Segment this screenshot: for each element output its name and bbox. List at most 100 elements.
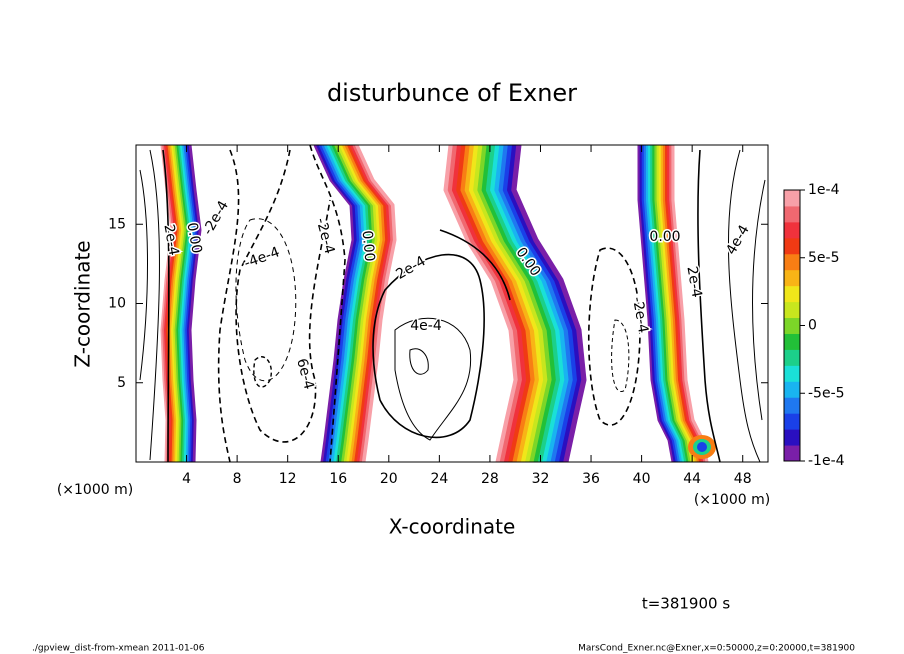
x-unit-right: (×1000 m): [694, 492, 770, 508]
contour-line: [139, 169, 148, 381]
shading-band: [324, 145, 366, 462]
colorbar-swatch: [784, 333, 800, 350]
shading-band: [342, 145, 384, 462]
shading-band: [451, 145, 528, 462]
colorbar-swatch: [784, 349, 800, 366]
contour-line: [409, 348, 429, 375]
shading-band: [339, 145, 381, 462]
colorbar-swatch: [784, 301, 800, 319]
shading-band: [468, 145, 545, 462]
contour-line: [253, 356, 272, 388]
x-tick-label: 28: [481, 471, 499, 487]
colorbar-swatch: [784, 237, 800, 255]
shading-band: [178, 145, 191, 462]
colorbar-swatch: [784, 285, 800, 303]
x-tick-label: 20: [380, 471, 398, 487]
shading-band: [660, 145, 698, 462]
shading-band: [329, 145, 371, 462]
colorbar-swatch: [784, 269, 800, 287]
colorbar-swatch: [784, 205, 800, 223]
y-tick-label: 5: [117, 375, 126, 391]
shading-band: [186, 145, 200, 462]
shading-band: [349, 145, 392, 462]
x-tick-label: 32: [532, 471, 550, 487]
colorbar-swatch: [784, 190, 800, 207]
shading-band: [494, 145, 570, 462]
shading-band: [172, 145, 186, 462]
shading-band: [477, 145, 553, 462]
colorbar: 1e-4 5e-5 0 -5e-5 -1e-4: [783, 182, 845, 469]
shading-band: [326, 145, 369, 462]
shading-band: [188, 145, 202, 462]
shading-band: [641, 145, 679, 462]
shading-band: [658, 145, 696, 462]
colorbar-swatch: [784, 253, 800, 271]
shading-band: [179, 145, 193, 462]
colorbar-swatch: [784, 317, 800, 334]
colorbar-tick-label: -1e-4: [808, 453, 845, 469]
y-tick-label: 10: [108, 296, 126, 312]
shading-band: [456, 145, 532, 462]
shading-band: [473, 145, 549, 462]
shading-band: [662, 145, 701, 462]
shading-band: [334, 145, 376, 462]
shading-band: [464, 145, 540, 462]
shading-band: [654, 145, 692, 462]
contour-line: [217, 149, 240, 462]
shading-band: [183, 145, 197, 462]
shading-band: [347, 145, 389, 462]
shading-band: [656, 145, 694, 462]
colorbar-tick-label: 5e-5: [808, 250, 839, 266]
shading-band: [511, 145, 587, 462]
chart-title: disturbunce of Exner: [327, 79, 577, 107]
x-tick-label: 36: [582, 471, 600, 487]
x-axis-label: X-coordinate: [389, 515, 516, 539]
shading-band: [507, 145, 583, 462]
contour-line: [611, 319, 630, 393]
contours: [139, 145, 766, 462]
x-tick-label: 12: [279, 471, 297, 487]
colorbar-swatch: [784, 397, 800, 414]
contour-label: 4e-4: [410, 318, 442, 334]
x-unit-left: (×1000 m): [57, 482, 133, 498]
shading-band: [181, 145, 195, 462]
shading-band: [336, 145, 379, 462]
x-tick-label: 48: [734, 471, 752, 487]
contour-label: 0.00: [359, 230, 378, 262]
contour-line: [394, 317, 472, 441]
shading-band: [490, 145, 566, 462]
shading-band: [174, 145, 188, 462]
shading-band: [643, 145, 681, 462]
colorbar-swatch: [784, 365, 800, 382]
shading-band: [176, 145, 190, 462]
shading-blob: [697, 442, 707, 452]
x-tick-label: 8: [233, 471, 242, 487]
shading-band: [447, 145, 523, 462]
shading-band: [639, 145, 677, 462]
shading-band: [321, 145, 363, 462]
colorbar-tick-label: 0: [808, 318, 817, 334]
shading-band: [498, 145, 574, 462]
contour-line: [162, 149, 170, 462]
shading-band: [344, 145, 387, 462]
footer-right: MarsCond_Exner.nc@Exner,x=0:50000,z=0:20…: [578, 644, 855, 654]
shading-band: [502, 145, 579, 462]
colorbar-swatch: [784, 429, 800, 446]
contour-line: [439, 229, 511, 301]
colorbar-swatch: [784, 381, 800, 398]
shading-band: [185, 145, 198, 462]
shading-band: [460, 145, 536, 462]
shading-band: [637, 145, 675, 462]
shading-band: [485, 145, 562, 462]
shading-band: [164, 145, 177, 462]
y-tick-label: 15: [108, 216, 126, 232]
shading-band: [171, 145, 184, 462]
colorbar-swatch: [784, 221, 800, 239]
shading-band: [167, 145, 181, 462]
colorbar-swatch: [784, 445, 800, 462]
shading-band: [481, 145, 557, 462]
contour-line: [587, 247, 641, 426]
shading-band: [355, 145, 397, 462]
contour-label: 0.00: [649, 229, 680, 245]
